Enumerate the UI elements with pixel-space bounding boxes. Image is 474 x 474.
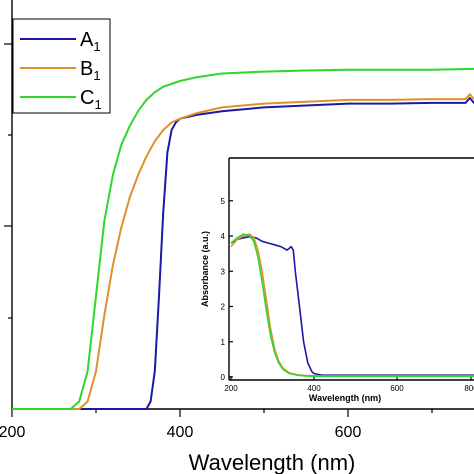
main-x-tick-label: 600 — [335, 424, 362, 441]
main-x-tick-label: 400 — [167, 424, 194, 441]
inset-y-tick-label: 4 — [221, 232, 226, 241]
inset-y-tick-label: 5 — [221, 197, 226, 206]
main-x-tick-label: 200 — [0, 424, 25, 441]
inset-y-tick-label: 1 — [221, 338, 226, 347]
main-series-b1 — [12, 93, 474, 410]
inset-x-tick-label: 400 — [307, 384, 321, 393]
inset-series-c1 — [230, 233, 474, 378]
inset-x-tick-label: 800 — [464, 384, 474, 393]
inset-x-tick-label: 200 — [224, 384, 238, 393]
inset-y-tick-label: 2 — [221, 303, 226, 312]
inset-background — [229, 158, 474, 380]
inset-y-tick-label: 3 — [221, 267, 226, 276]
legend-label-b1: B1 — [80, 58, 101, 83]
main-series-group — [12, 67, 474, 410]
inset-series-group — [230, 233, 474, 378]
inset-x-tick-label: 600 — [390, 384, 404, 393]
legend: A1 B1 C1 — [12, 18, 111, 114]
inset-y-axis-title: Absorbance (a.u.) — [200, 231, 210, 307]
legend-label-c1: C1 — [80, 87, 102, 112]
inset-y-ticks: 0 1 2 3 4 5 — [221, 197, 233, 382]
legend-label-a1: A1 — [80, 29, 101, 54]
inset-y-tick-label: 0 — [221, 373, 226, 382]
main-x-ticks: 200 400 600 — [0, 409, 433, 441]
main-x-axis-title: Wavelength (nm) — [189, 450, 356, 474]
inset-x-axis-title: Wavelength (nm) — [309, 393, 381, 403]
inset-plot: 200 400 600 800 0 1 2 3 4 5 Wavelength (nm) Abso… — [200, 157, 474, 403]
main-series-c1 — [12, 67, 474, 410]
main-series-a1 — [12, 97, 474, 410]
